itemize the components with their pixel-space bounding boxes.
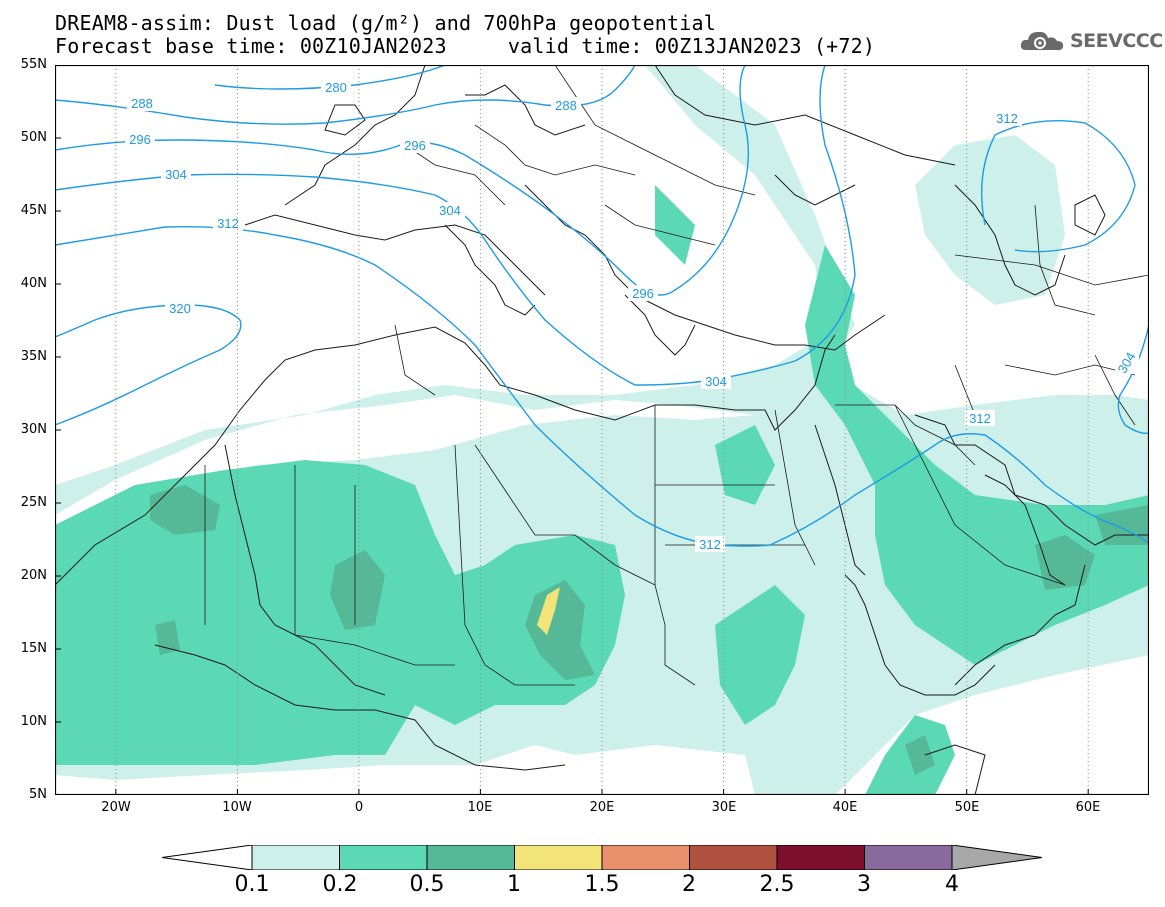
colorbar — [162, 845, 1042, 870]
dust-area-light — [55, 65, 855, 515]
contour-label-288: 288 — [555, 98, 577, 113]
lon-label: 10E — [467, 800, 493, 815]
contour-label-288: 288 — [131, 96, 153, 111]
colorbar-low-extend — [162, 845, 253, 870]
map-subtitle: Forecast base time: 00Z10JAN2023 valid t… — [55, 34, 876, 58]
colorbar-label: 3 — [857, 872, 871, 897]
lat-label: 25N — [20, 495, 47, 510]
lat-label: 50N — [20, 130, 47, 145]
contour-label-312: 312 — [699, 537, 721, 552]
colorbar-swatch — [426, 845, 515, 870]
lat-label: 35N — [20, 349, 47, 364]
contour-label-296: 296 — [632, 286, 654, 301]
colorbar-swatch — [776, 845, 865, 870]
lat-label: 30N — [20, 422, 47, 437]
colorbar-swatch — [864, 845, 953, 870]
map-title: DREAM8-assim: Dust load (g/m²) and 700hP… — [55, 11, 717, 35]
colorbar-swatch — [251, 845, 340, 870]
lon-label: 20W — [101, 800, 131, 815]
colorbar-label: 1.5 — [584, 872, 620, 897]
dust-area-dark — [1035, 535, 1095, 590]
colorbar-label: 2.5 — [759, 872, 795, 897]
colorbar-swatches — [251, 845, 953, 870]
contour-320 — [55, 304, 242, 426]
geopotential-contours — [55, 65, 1149, 547]
dust-area-dark — [330, 550, 385, 630]
contour-280 — [214, 65, 446, 90]
contour-label-280: 280 — [325, 80, 347, 95]
brand-name: SEEVCCC — [1070, 30, 1163, 52]
contour-label-296: 296 — [129, 132, 151, 147]
contour-label-312: 312 — [969, 411, 991, 426]
contour-304 — [55, 65, 856, 386]
dust-shading — [55, 65, 1149, 795]
lon-label: 20E — [589, 800, 615, 815]
colorbar-label: 0.2 — [322, 872, 358, 897]
colorbar-label: 1 — [507, 872, 521, 897]
colorbar-label: 0.1 — [234, 872, 270, 897]
cloud-gear-icon — [1020, 31, 1064, 51]
lon-label: 50E — [954, 800, 980, 815]
dust-area-dark — [150, 485, 220, 535]
dust-area-yellow — [537, 587, 560, 635]
seevccc-logo: SEEVCCC — [1018, 26, 1163, 56]
colorbar-label: 2 — [682, 872, 696, 897]
lat-label: 5N — [29, 787, 47, 802]
colorbar-swatch — [514, 845, 603, 870]
lat-label: 15N — [20, 641, 47, 656]
dust-area-mid — [715, 585, 805, 725]
graticule — [115, 65, 1089, 795]
lat-label: 20N — [20, 568, 47, 583]
contour-label-304: 304 — [705, 374, 727, 389]
contour-label-304: 304 — [439, 203, 461, 218]
lon-label: 0 — [354, 800, 364, 815]
dust-area-mid — [655, 185, 695, 265]
contour-312-north — [981, 120, 1136, 253]
contour-312 — [55, 225, 1149, 547]
contour-label-304: 304 — [165, 167, 187, 182]
lon-label: 40E — [832, 800, 858, 815]
dust-area-dark — [905, 735, 935, 775]
colorbar-swatch — [339, 845, 428, 870]
colorbar-label: 0.5 — [409, 872, 445, 897]
dust-area-dark — [525, 580, 595, 680]
lon-label: 30E — [711, 800, 737, 815]
lat-label: 55N — [20, 57, 47, 72]
lat-label: 45N — [20, 203, 47, 218]
colorbar-high-extend — [951, 845, 1042, 870]
lon-label: 10W — [222, 800, 252, 815]
axis-ticks — [55, 65, 1089, 795]
lon-label: 60E — [1075, 800, 1101, 815]
contour-label-312: 312 — [996, 111, 1018, 126]
colorbar-swatch — [601, 845, 690, 870]
dust-area-light — [1095, 400, 1149, 485]
dust-map: 280 288 288 296 296 304 304 304 304 312 … — [55, 65, 1149, 795]
lat-label: 10N — [20, 714, 47, 729]
coastlines — [55, 65, 1149, 795]
contour-label-312: 312 — [217, 216, 239, 231]
contour-296 — [55, 65, 749, 296]
contour-label-320: 320 — [169, 301, 191, 316]
contour-labels: 280 288 288 296 296 304 304 304 304 312 … — [125, 79, 1139, 552]
contour-288 — [55, 65, 636, 125]
contour-label-296: 296 — [404, 138, 426, 153]
colorbar-label: 4 — [945, 872, 959, 897]
colorbar-swatch — [689, 845, 778, 870]
dust-area-light — [915, 135, 1065, 305]
lat-label: 40N — [20, 276, 47, 291]
